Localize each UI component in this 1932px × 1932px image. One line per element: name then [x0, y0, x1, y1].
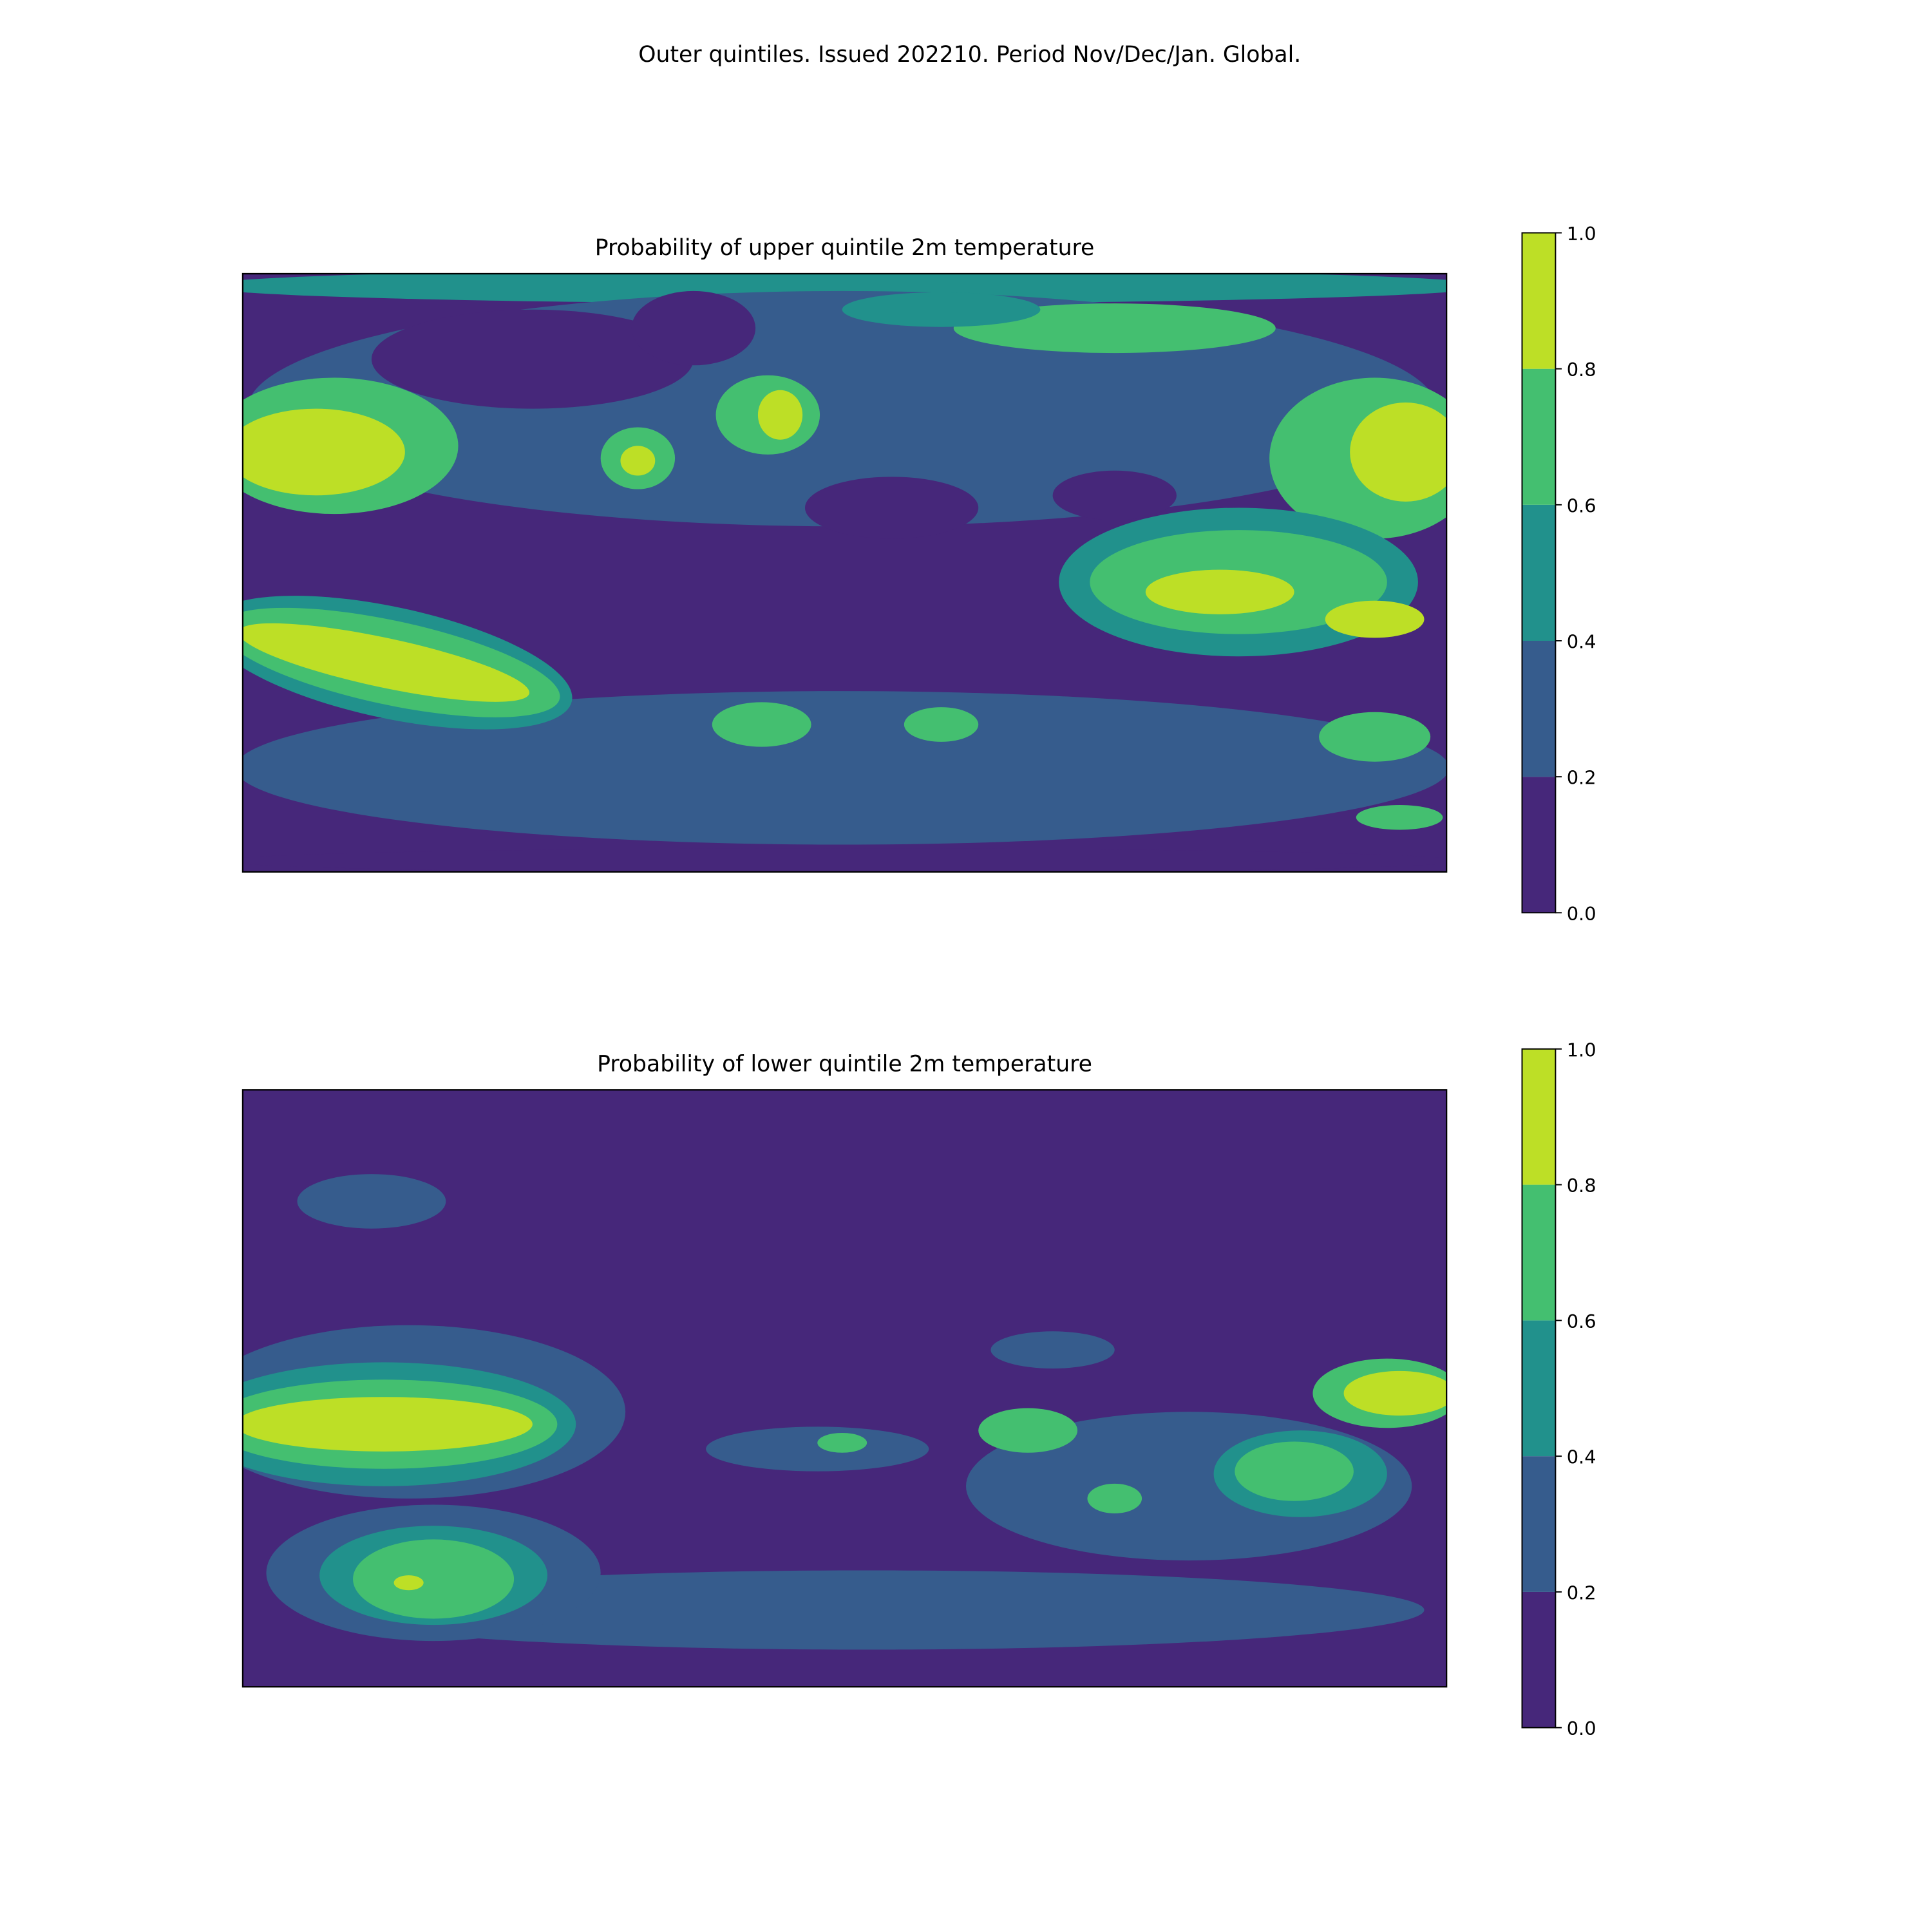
- figure-title: Outer quintiles. Issued 202210. Period N…: [638, 42, 1301, 68]
- colorbar-tick-label: 0.0: [1567, 903, 1596, 925]
- colorbar-tick-label: 0.0: [1567, 1718, 1596, 1739]
- probability-region: [712, 702, 811, 747]
- probability-region: [1087, 1483, 1142, 1513]
- probability-region: [242, 848, 1447, 872]
- probability-region: [1350, 402, 1447, 502]
- colorbar-tick-label: 0.8: [1567, 359, 1596, 381]
- probability-region: [953, 303, 1276, 354]
- probability-region: [1052, 470, 1177, 520]
- colorbar-frame: [1521, 232, 1557, 914]
- probability-region: [757, 390, 803, 440]
- colorbar-segment: [1522, 1456, 1556, 1592]
- probability-region: [706, 1426, 929, 1472]
- probability-region: [371, 309, 694, 409]
- map-field: [242, 274, 1447, 872]
- probability-region: [990, 1331, 1115, 1368]
- probability-region: [242, 274, 1447, 304]
- probability-region: [297, 1174, 446, 1229]
- colorbar-tick-label: 0.2: [1567, 1582, 1596, 1604]
- probability-region: [353, 1539, 515, 1619]
- probability-region: [1325, 600, 1425, 638]
- probability-region: [242, 1397, 533, 1452]
- colorbar-tick-label: 0.4: [1567, 1446, 1596, 1468]
- probability-region: [1343, 1370, 1447, 1416]
- colorbar-segment: [1522, 232, 1556, 369]
- panel-title: Probability of upper quintile 2m tempera…: [595, 235, 1095, 261]
- colorbar-segment: [1522, 777, 1556, 913]
- probability-region: [1235, 1441, 1354, 1501]
- map-frame: [242, 272, 1448, 873]
- probability-region: [242, 408, 405, 496]
- probability-region: [805, 477, 979, 539]
- probability-region: [631, 290, 756, 366]
- probability-region: [1145, 569, 1294, 614]
- probability-region: [620, 446, 656, 476]
- colorbar-tick-label: 1.0: [1567, 223, 1596, 245]
- colorbar-tick-label: 0.8: [1567, 1175, 1596, 1197]
- map-field: [242, 1090, 1447, 1687]
- probability-region: [242, 691, 1447, 845]
- colorbar-frame: [1521, 1048, 1557, 1728]
- colorbar-segment: [1522, 1184, 1556, 1321]
- panel-title: Probability of lower quintile 2m tempera…: [597, 1051, 1092, 1077]
- probability-region: [817, 1433, 867, 1453]
- probability-region: [242, 623, 530, 702]
- colorbar-segment: [1522, 1048, 1556, 1185]
- colorbar-segment: [1522, 368, 1556, 505]
- probability-region: [842, 292, 1041, 327]
- colorbar-tick-label: 0.6: [1567, 1311, 1596, 1332]
- map-frame: [242, 1089, 1448, 1688]
- colorbar-segment: [1522, 504, 1556, 641]
- probability-region: [904, 707, 979, 742]
- probability-region: [978, 1408, 1078, 1453]
- colorbar-segment: [1522, 1320, 1556, 1457]
- probability-region: [1319, 712, 1431, 762]
- colorbar-segment: [1522, 641, 1556, 777]
- probability-region: [393, 1575, 424, 1591]
- colorbar-tick-label: 1.0: [1567, 1039, 1596, 1061]
- probability-region: [1356, 805, 1443, 830]
- colorbar-tick-label: 0.2: [1567, 767, 1596, 789]
- colorbar-tick-label: 0.6: [1567, 495, 1596, 516]
- colorbar-tick-label: 0.4: [1567, 631, 1596, 653]
- colorbar-segment: [1522, 1591, 1556, 1728]
